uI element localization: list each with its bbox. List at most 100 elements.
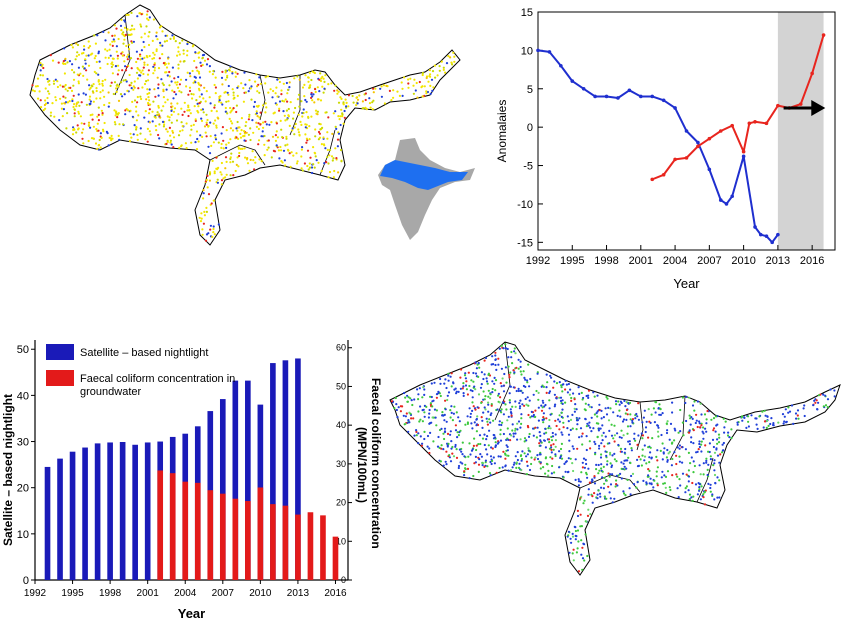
map-sample-dot (294, 122, 297, 126)
map-sample-dot (83, 48, 86, 51)
map-sample-dot (178, 90, 181, 93)
map-sample-dot (72, 78, 76, 81)
map-sample-dot (797, 417, 800, 420)
map-sample-dot (401, 87, 404, 90)
map-sample-dot (142, 72, 145, 76)
map-sample-dot (198, 83, 201, 86)
map-sample-dot (148, 130, 151, 133)
map-sample-dot (700, 443, 703, 446)
map-sample-dot (567, 420, 570, 423)
map-sample-dot (545, 386, 548, 389)
map-sample-dot (431, 70, 435, 73)
bar-series-0 (94, 443, 101, 580)
map-sample-dot (622, 434, 625, 437)
bar-x-axis-label: Year (178, 606, 205, 621)
map-sample-dot (143, 56, 146, 59)
map-sample-dot (485, 380, 489, 383)
map-sample-dot (524, 378, 527, 381)
map-sample-dot (166, 130, 169, 133)
map-sample-dot (62, 108, 65, 111)
map-sample-dot (247, 118, 250, 121)
map-sample-dot (171, 129, 174, 133)
map-sample-dot (124, 33, 127, 37)
map-sample-dot (616, 432, 619, 435)
map-sample-dot (705, 461, 708, 464)
map-sample-dot (580, 525, 583, 528)
map-sample-dot (116, 116, 119, 119)
map-sample-dot (451, 63, 454, 66)
map-sample-dot (77, 53, 81, 56)
map-sample-dot (141, 69, 144, 72)
map-sample-dot (204, 131, 207, 134)
map-sample-dot (127, 33, 130, 37)
map-sample-dot (96, 115, 99, 118)
map-sample-dot (707, 450, 710, 453)
map-sample-dot (721, 443, 724, 446)
map-sample-dot (421, 442, 424, 445)
map-sample-dot (762, 426, 765, 429)
map-sample-dot (429, 75, 432, 78)
map-sample-dot (318, 90, 321, 93)
map-sample-dot (425, 92, 428, 95)
map-sample-dot (299, 120, 302, 123)
map-sample-dot (146, 127, 149, 130)
map-sample-dot (552, 448, 555, 451)
map-sample-dot (533, 415, 537, 419)
map-sample-dot (643, 409, 646, 412)
map-sample-dot (220, 132, 223, 135)
map-sample-dot (659, 449, 662, 452)
map-sample-dot (406, 400, 409, 403)
map-sample-dot (652, 486, 655, 489)
map-sample-dot (415, 81, 418, 85)
map-sample-dot (382, 84, 386, 87)
map-sample-dot (829, 388, 832, 391)
map-sample-dot (610, 464, 614, 467)
map-sample-dot (182, 52, 185, 55)
map-sample-dot (578, 498, 582, 501)
map-sample-dot (438, 428, 442, 432)
map-sample-dot (502, 413, 505, 416)
map-sample-dot (537, 419, 540, 422)
map-sample-dot (450, 440, 453, 443)
map-sample-dot (314, 90, 317, 94)
map-sample-dot (561, 433, 564, 436)
map-sample-dot (783, 415, 786, 418)
map-sample-dot (507, 356, 510, 359)
map-sample-dot (480, 401, 483, 404)
map-sample-dot (619, 415, 622, 418)
map-sample-dot (199, 134, 202, 137)
map-sample-dot (48, 79, 51, 82)
map-sample-dot (606, 397, 609, 400)
map-sample-dot (257, 122, 260, 125)
map-sample-dot (153, 88, 156, 91)
map-sample-dot (296, 98, 299, 101)
map-sample-dot (198, 72, 201, 75)
map-sample-dot (33, 90, 36, 93)
map-sample-dot (107, 31, 110, 34)
series-1-point (753, 119, 757, 124)
bar-series-1 (282, 505, 289, 580)
map-sample-dot (571, 445, 574, 448)
map-sample-dot (121, 54, 124, 57)
highlight-region (777, 12, 824, 250)
map-sample-dot (515, 466, 518, 469)
map-sample-dot (239, 136, 243, 139)
map-sample-dot (62, 95, 65, 98)
map-sample-dot (663, 482, 666, 485)
map-sample-dot (508, 392, 511, 395)
map-sample-dot (404, 415, 407, 418)
map-sample-dot (579, 525, 582, 528)
map-sample-dot (334, 147, 337, 150)
map-sample-dot (321, 75, 324, 78)
map-sample-dot (178, 42, 181, 45)
map-sample-dot (640, 464, 643, 467)
map-sample-dot (521, 403, 524, 406)
map-sample-dot (364, 92, 367, 95)
map-sample-dot (101, 89, 104, 92)
map-sample-dot (202, 111, 205, 114)
y-tick-label: -5 (523, 161, 533, 173)
map-sample-dot (177, 63, 180, 66)
map-sample-dot (92, 125, 95, 128)
map-sample-dot (596, 493, 599, 496)
map-sample-dot (139, 127, 142, 130)
